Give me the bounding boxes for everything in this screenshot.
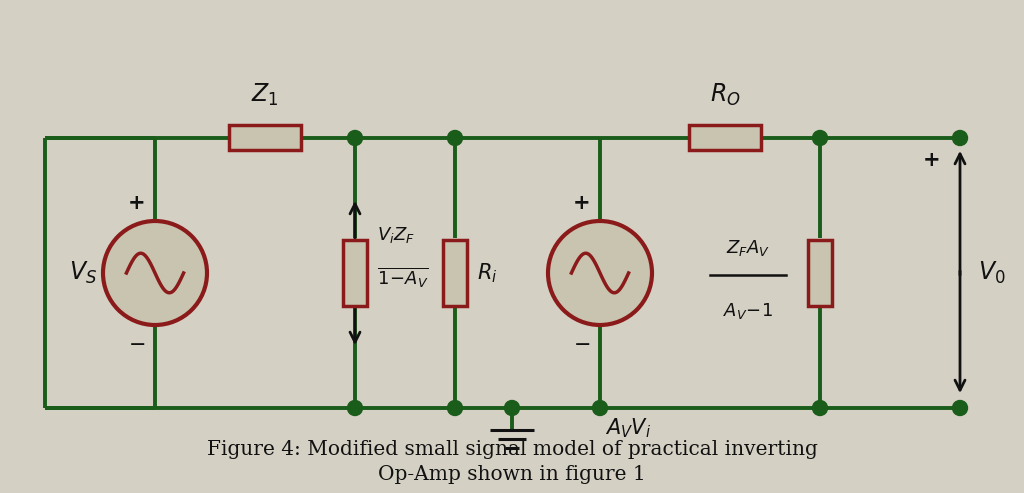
Bar bbox=[343, 241, 367, 306]
Bar bbox=[689, 126, 761, 150]
Text: $V_S$: $V_S$ bbox=[69, 260, 97, 286]
Circle shape bbox=[593, 400, 607, 416]
Circle shape bbox=[812, 400, 827, 416]
Bar bbox=[808, 241, 831, 306]
Text: $Z_1$: $Z_1$ bbox=[251, 82, 279, 108]
Text: $R_i$: $R_i$ bbox=[477, 261, 498, 285]
Text: $A_V V_i$: $A_V V_i$ bbox=[605, 416, 651, 440]
Circle shape bbox=[505, 400, 519, 416]
Bar bbox=[229, 126, 301, 150]
Text: $-$: $-$ bbox=[128, 333, 145, 353]
Circle shape bbox=[347, 400, 362, 416]
Circle shape bbox=[347, 131, 362, 145]
Text: Op-Amp shown in figure 1: Op-Amp shown in figure 1 bbox=[378, 465, 646, 485]
Text: $A_V\!-\!1$: $A_V\!-\!1$ bbox=[723, 301, 773, 321]
Text: $Z_F A_V$: $Z_F A_V$ bbox=[726, 238, 770, 258]
Text: +: + bbox=[924, 150, 941, 170]
Circle shape bbox=[447, 400, 463, 416]
Text: $\overline{1\!-\!A_V}$: $\overline{1\!-\!A_V}$ bbox=[377, 265, 428, 289]
Text: $V_i Z_F$: $V_i Z_F$ bbox=[377, 225, 415, 245]
Text: Figure 4: Modified small signal model of practical inverting: Figure 4: Modified small signal model of… bbox=[207, 441, 817, 459]
Text: $-$: $-$ bbox=[573, 333, 591, 353]
Circle shape bbox=[952, 400, 968, 416]
Circle shape bbox=[548, 221, 652, 325]
Circle shape bbox=[447, 131, 463, 145]
Circle shape bbox=[812, 131, 827, 145]
Circle shape bbox=[103, 221, 207, 325]
Text: +: + bbox=[573, 193, 591, 213]
Text: +: + bbox=[128, 193, 145, 213]
Text: $V_0$: $V_0$ bbox=[978, 260, 1006, 286]
Circle shape bbox=[952, 131, 968, 145]
Text: $R_O$: $R_O$ bbox=[710, 82, 740, 108]
Bar bbox=[443, 241, 467, 306]
